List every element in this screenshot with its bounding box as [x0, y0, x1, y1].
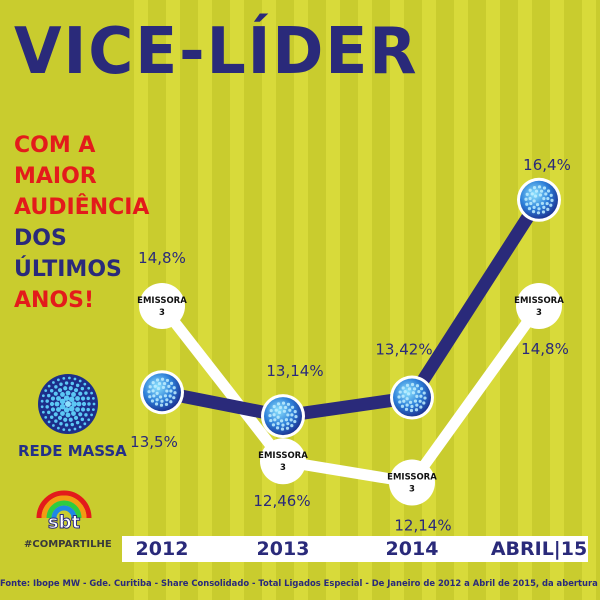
series-line-sbt — [155, 193, 546, 423]
headline: VICE-LÍDER — [14, 15, 419, 89]
sbt-tagline: #COMPARTILHE — [24, 539, 112, 550]
x-tick-label: ABRIL|15 — [490, 538, 588, 560]
claim-line: ÚLTIMOS — [14, 257, 122, 282]
emissora-3-marker: EMISSORA 3 — [387, 459, 437, 506]
svg-text:EMISSORA: EMISSORA — [137, 296, 187, 306]
rede-massa-logo: REDE MASSA — [18, 372, 127, 460]
rede-massa-wordmark: REDE MASSA — [18, 442, 127, 460]
sbt-rainbow-icon: sbt — [36, 490, 92, 534]
x-tick-label: 2014 — [385, 538, 439, 560]
sbt-logo: sbt #COMPARTILHE — [24, 488, 112, 550]
claim-line: AUDIÊNCIA — [14, 195, 150, 220]
x-tick-label: 2013 — [256, 538, 310, 560]
emissora-3-marker: EMISSORA 3 — [258, 438, 308, 485]
data-label-emissora-3: 14,8% — [138, 249, 186, 267]
claim-text: COM A MAIOR AUDIÊNCIA DOS ÚLTIMOS ANOS! — [14, 130, 149, 316]
claim-line: ANOS! — [14, 288, 95, 313]
emissora-3-marker: EMISSORA 3 — [514, 282, 564, 329]
x-axis-band — [122, 536, 588, 562]
x-tick-label: 2012 — [135, 538, 189, 560]
svg-text:EMISSORA: EMISSORA — [258, 451, 308, 461]
sbt-sphere-marker — [390, 375, 434, 420]
svg-text:3: 3 — [159, 308, 165, 318]
data-label-sbt: 13,5% — [130, 433, 178, 451]
sbt-wordmark: sbt — [48, 512, 81, 533]
sbt-sphere-marker — [140, 370, 184, 415]
data-label-sbt: 13,14% — [266, 362, 323, 380]
sbt-sphere-marker — [261, 394, 305, 439]
series-line-emissora-3 — [156, 300, 545, 488]
svg-text:3: 3 — [280, 463, 286, 473]
svg-text:3: 3 — [536, 308, 542, 318]
data-label-emissora-3: 12,46% — [253, 492, 310, 510]
svg-text:EMISSORA: EMISSORA — [387, 472, 437, 482]
svg-text:3: 3 — [409, 484, 415, 494]
claim-line: MAIOR — [14, 164, 97, 189]
claim-line: COM A — [14, 133, 96, 158]
data-label-emissora-3: 14,8% — [521, 340, 569, 358]
rede-massa-sphere-icon — [38, 374, 98, 434]
data-label-emissora-3: 12,14% — [394, 516, 451, 534]
data-label-sbt: 13,42% — [375, 341, 432, 359]
data-label-sbt: 16,4% — [523, 156, 571, 174]
svg-text:EMISSORA: EMISSORA — [514, 296, 564, 306]
claim-line: DOS — [14, 226, 67, 251]
source-note: Fonte: Ibope MW - Gde. Curitiba - Share … — [0, 578, 600, 588]
sbt-sphere-marker — [517, 177, 561, 222]
emissora-3-marker: EMISSORA 3 — [137, 282, 187, 329]
